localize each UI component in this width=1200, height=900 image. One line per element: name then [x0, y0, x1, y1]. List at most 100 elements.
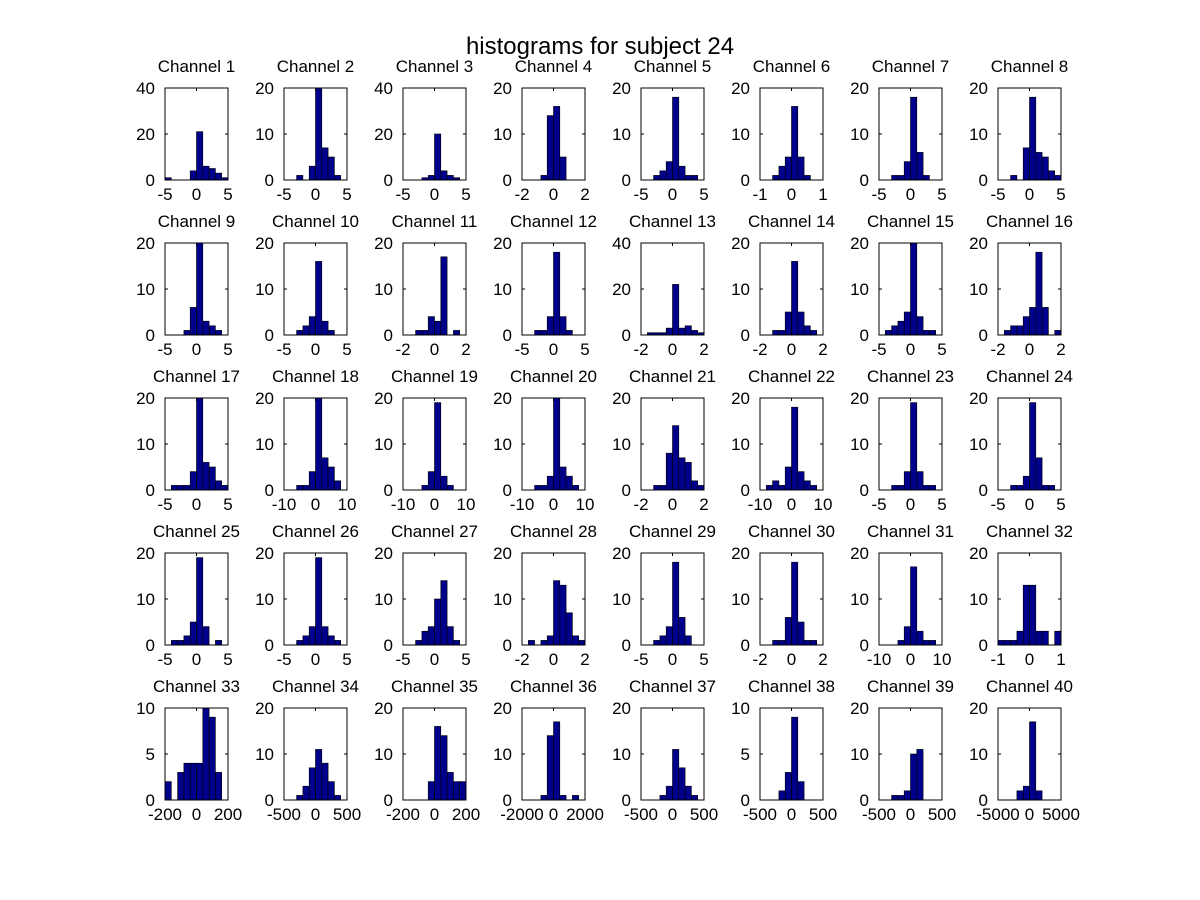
histogram-bar [559, 466, 567, 491]
histogram-bar [534, 485, 542, 491]
x-tick-label: -10 [867, 650, 892, 669]
y-tick-label: 0 [979, 326, 988, 345]
histogram-bar [302, 785, 310, 801]
histogram-bar [810, 485, 818, 491]
x-tick-label: 500 [928, 805, 956, 824]
x-tick-label: -5 [276, 340, 291, 359]
histogram-bar [308, 165, 316, 181]
histogram-bar [797, 781, 805, 801]
x-tick-label: 5 [937, 185, 946, 204]
histogram-bar [208, 168, 216, 181]
x-tick-label: 200 [452, 805, 480, 824]
histogram-bar [540, 330, 548, 336]
y-tick-label: 0 [741, 171, 750, 190]
histogram-bar [421, 485, 429, 491]
y-tick-label: 20 [374, 389, 393, 408]
histogram-bar [427, 316, 435, 336]
histogram-bar [810, 330, 818, 336]
x-tick-label: 0 [192, 650, 201, 669]
y-tick-label: 10 [374, 590, 393, 609]
histogram-bar [684, 175, 692, 181]
x-tick-label: 5 [1056, 185, 1065, 204]
x-tick-label: -2 [395, 340, 410, 359]
y-tick-label: 20 [493, 79, 512, 98]
y-tick-label: 0 [384, 326, 393, 345]
x-tick-label: -2 [514, 650, 529, 669]
histogram-bar [891, 795, 899, 801]
histogram-bar [678, 457, 686, 491]
subplot-title: Channel 3 [396, 57, 474, 76]
histogram-bar [565, 612, 573, 646]
histogram-bar [1003, 640, 1011, 646]
y-tick-label: 10 [493, 590, 512, 609]
histogram-bar [665, 327, 673, 336]
x-tick-label: -5 [871, 340, 886, 359]
x-tick-label: 2 [699, 495, 708, 514]
histogram-bar [1054, 175, 1062, 181]
histogram-bar [221, 485, 229, 491]
histogram-bar [415, 640, 423, 646]
histogram-bar [296, 485, 304, 491]
histogram-bar [327, 635, 335, 646]
y-tick-label: 0 [265, 636, 274, 655]
histogram-bar [565, 475, 573, 491]
x-tick-label: -5000 [976, 805, 1019, 824]
x-tick-label: -10 [391, 495, 416, 514]
histogram-bar [215, 330, 222, 336]
histogram-bar [327, 466, 335, 491]
y-tick-label: 0 [741, 481, 750, 500]
y-tick-label: 20 [969, 79, 988, 98]
histogram-bar [215, 172, 222, 181]
histogram-bar [440, 170, 448, 181]
x-tick-label: 5 [461, 185, 470, 204]
histogram-bar [791, 406, 799, 491]
histogram-bar [659, 170, 667, 181]
histogram-bar [797, 311, 805, 336]
x-tick-label: 5 [699, 185, 708, 204]
histogram-bar [427, 626, 435, 646]
histogram-bar [215, 640, 222, 646]
x-tick-label: -500 [862, 805, 896, 824]
histogram-bar [672, 561, 680, 646]
x-tick-label: 5 [1056, 495, 1065, 514]
x-tick-label: 0 [430, 340, 439, 359]
histogram-bar [1029, 307, 1037, 336]
histogram-bar [672, 425, 680, 491]
histogram-bar [553, 580, 561, 646]
histogram-bar [1022, 475, 1030, 491]
x-tick-label: -500 [267, 805, 301, 824]
histogram-bar [572, 795, 580, 801]
histogram-bar [884, 330, 892, 336]
subplot-title: Channel 13 [629, 212, 716, 231]
histogram-bar [903, 311, 911, 336]
y-tick-label: 0 [384, 791, 393, 810]
x-tick-label: 0 [668, 495, 677, 514]
histogram-bar [302, 485, 310, 491]
x-tick-label: -2 [633, 495, 648, 514]
histogram-bar [434, 402, 442, 491]
histogram-bar [797, 471, 805, 491]
y-tick-label: 20 [731, 389, 750, 408]
y-tick-label: 20 [136, 544, 155, 563]
histogram-bar [1022, 785, 1030, 801]
histogram-bar [897, 320, 905, 336]
histogram-bar [910, 566, 918, 646]
x-tick-label: 0 [192, 805, 201, 824]
histogram-bar [903, 161, 911, 181]
histogram-bar [903, 790, 911, 801]
x-tick-label: 0 [430, 650, 439, 669]
x-tick-label: -5 [157, 650, 172, 669]
y-tick-label: 0 [622, 326, 631, 345]
subplot-title: Channel 40 [986, 677, 1073, 696]
histogram-bar [453, 781, 460, 801]
